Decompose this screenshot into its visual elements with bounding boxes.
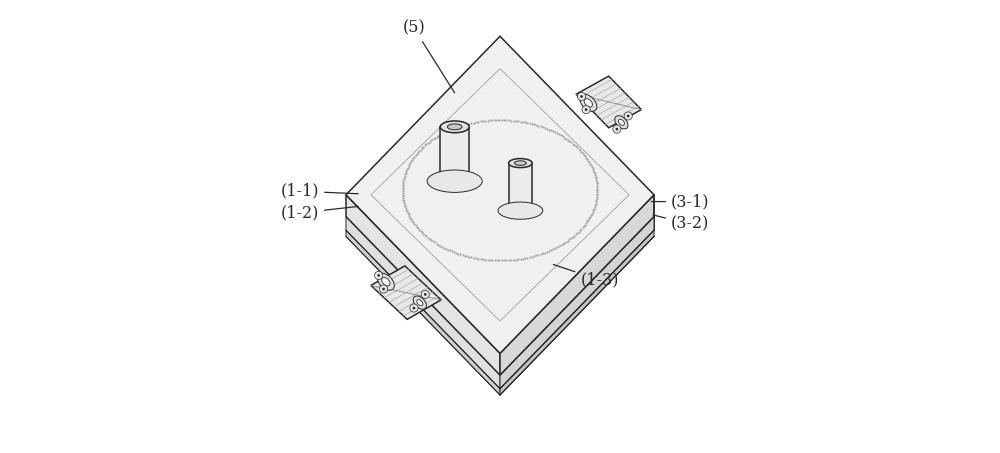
- Circle shape: [413, 307, 415, 309]
- Ellipse shape: [501, 203, 540, 218]
- Circle shape: [627, 115, 630, 117]
- Circle shape: [375, 271, 383, 280]
- Circle shape: [624, 112, 632, 120]
- Ellipse shape: [377, 273, 394, 290]
- Circle shape: [421, 290, 429, 299]
- Circle shape: [613, 125, 621, 133]
- Circle shape: [616, 128, 618, 130]
- Polygon shape: [500, 230, 654, 395]
- Polygon shape: [500, 195, 654, 375]
- Ellipse shape: [447, 124, 462, 130]
- Ellipse shape: [427, 170, 482, 193]
- Text: (1-1): (1-1): [281, 183, 358, 200]
- Circle shape: [585, 108, 587, 111]
- Circle shape: [582, 106, 590, 114]
- Circle shape: [380, 285, 388, 293]
- Polygon shape: [371, 266, 441, 319]
- Text: (3-2): (3-2): [653, 215, 709, 233]
- Circle shape: [580, 95, 583, 98]
- Ellipse shape: [417, 299, 423, 306]
- Circle shape: [382, 288, 385, 290]
- Text: (1-3): (1-3): [553, 265, 619, 289]
- Circle shape: [577, 92, 586, 101]
- Polygon shape: [576, 76, 641, 128]
- Ellipse shape: [580, 94, 597, 111]
- Ellipse shape: [440, 121, 469, 133]
- Polygon shape: [440, 127, 469, 181]
- Polygon shape: [346, 217, 500, 389]
- Polygon shape: [500, 217, 654, 389]
- Polygon shape: [509, 163, 532, 211]
- Ellipse shape: [431, 172, 479, 191]
- Ellipse shape: [498, 202, 543, 219]
- Ellipse shape: [413, 296, 426, 309]
- Text: (3-1): (3-1): [651, 193, 710, 210]
- Polygon shape: [346, 230, 500, 395]
- Ellipse shape: [382, 278, 390, 286]
- Circle shape: [424, 293, 427, 296]
- Text: (1-2): (1-2): [281, 204, 358, 222]
- Polygon shape: [346, 195, 500, 375]
- Ellipse shape: [435, 173, 474, 189]
- Circle shape: [377, 274, 380, 277]
- Ellipse shape: [615, 116, 628, 129]
- Ellipse shape: [509, 159, 532, 168]
- Ellipse shape: [504, 205, 536, 217]
- Polygon shape: [346, 36, 654, 353]
- Ellipse shape: [584, 99, 593, 107]
- Ellipse shape: [618, 119, 624, 125]
- Circle shape: [410, 304, 418, 312]
- Text: (5): (5): [403, 19, 455, 93]
- Ellipse shape: [514, 161, 526, 165]
